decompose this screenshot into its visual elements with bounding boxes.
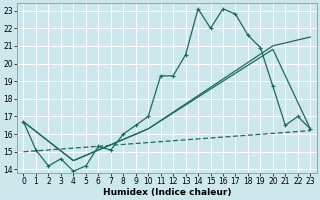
X-axis label: Humidex (Indice chaleur): Humidex (Indice chaleur) xyxy=(103,188,231,197)
